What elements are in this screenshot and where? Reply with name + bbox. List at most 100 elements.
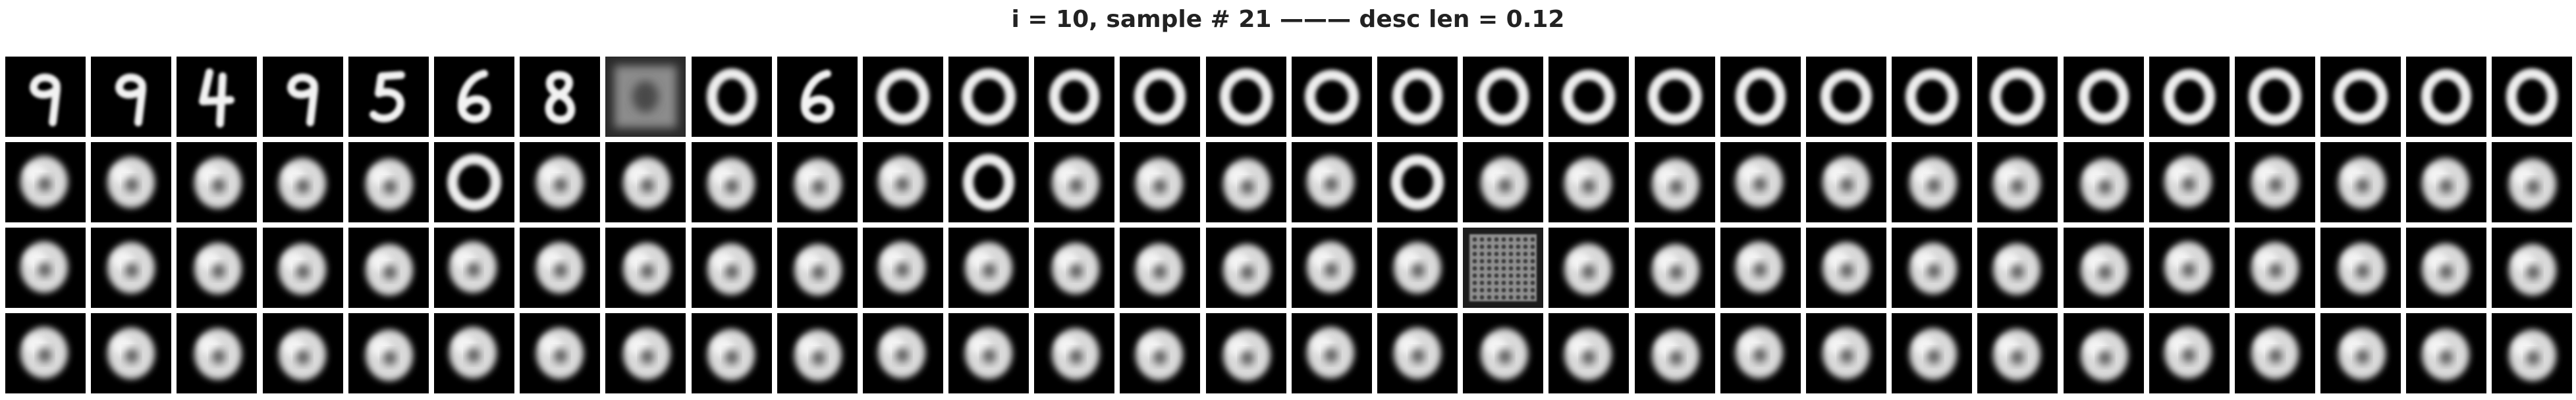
thumbnail-image	[447, 154, 501, 211]
thumbnail-r3-c4	[262, 228, 343, 308]
thumbnail-image	[1136, 158, 1184, 209]
thumbnail-image	[800, 70, 834, 123]
thumbnail-r4-c23	[1892, 313, 1973, 393]
thumbnail-r1-c7	[520, 57, 601, 137]
thumbnail-image	[1052, 243, 1100, 294]
thumbnail-image	[707, 329, 755, 380]
thumbnail-r1-c26	[2149, 57, 2230, 137]
thumbnail-image	[2251, 157, 2299, 208]
thumbnail-image	[1735, 241, 1783, 293]
thumbnail-image	[794, 159, 842, 210]
thumbnail-r3-c13	[1034, 228, 1115, 308]
thumbnail-r4-c18	[1463, 313, 1544, 393]
thumbnail-image	[623, 157, 671, 209]
thumbnail-r1-c10	[777, 57, 858, 137]
thumbnail-image	[1564, 243, 1612, 295]
thumbnail-image	[278, 243, 326, 295]
thumbnail-image	[2422, 243, 2470, 295]
thumbnail-r3-c10	[777, 228, 858, 308]
thumbnail-image	[707, 158, 755, 209]
thumbnail-image	[1222, 244, 1271, 295]
thumbnail-image	[1564, 158, 1612, 209]
thumbnail-image	[2506, 68, 2558, 125]
thumbnail-r1-c21	[1720, 57, 1801, 137]
thumbnail-image	[1647, 69, 1702, 124]
thumbnail-image	[707, 243, 755, 295]
thumbnail-r3-c1	[5, 228, 86, 308]
thumbnail-image	[1394, 242, 1441, 293]
thumbnail-image	[449, 327, 497, 378]
thumbnail-r3-c8	[605, 228, 686, 308]
thumbnail-image	[365, 159, 413, 210]
thumbnail-image	[2164, 241, 2212, 293]
thumbnail-r2-c14	[1120, 142, 1201, 222]
thumbnail-image	[965, 242, 1013, 293]
thumbnail-image	[1481, 157, 1529, 209]
thumbnail-r2-c2	[91, 142, 172, 222]
thumbnail-image	[107, 157, 155, 208]
thumbnail-r2-c15	[1205, 142, 1286, 222]
thumbnail-r1-c28	[2320, 57, 2401, 137]
thumbnail-r1-c12	[948, 57, 1029, 137]
thumbnail-r2-c5	[348, 142, 429, 222]
thumbnail-r3-c14	[1120, 228, 1201, 308]
thumbnail-r2-c9	[691, 142, 772, 222]
thumbnail-image	[2251, 328, 2299, 379]
thumbnail-r4-c2	[91, 313, 172, 393]
thumbnail-r2-c4	[262, 142, 343, 222]
thumbnail-r2-c28	[2320, 142, 2401, 222]
thumbnail-image	[2248, 68, 2301, 125]
thumbnail-r3-c3	[177, 228, 258, 308]
thumbnail-image	[1306, 241, 1354, 293]
thumbnail-r1-c15	[1205, 57, 1286, 137]
thumbnail-r1-c5	[348, 57, 429, 137]
thumbnail-image	[2338, 157, 2386, 209]
thumbnail-image	[536, 157, 584, 208]
thumbnail-r4-c4	[262, 313, 343, 393]
thumbnail-image	[449, 241, 497, 293]
thumbnail-r3-c29	[2406, 228, 2487, 308]
thumbnail-r2-c1	[5, 142, 86, 222]
thumbnail-r1-c17	[1377, 57, 1458, 137]
thumbnail-r1-c13	[1034, 57, 1115, 137]
thumbnail-image	[2080, 244, 2128, 295]
thumbnail-image	[2164, 156, 2212, 207]
thumbnail-r2-c10	[777, 142, 858, 222]
thumbnail-r2-c19	[1548, 142, 1630, 222]
thumbnail-r1-c6	[433, 57, 514, 137]
thumbnail-r3-c28	[2320, 228, 2401, 308]
thumbnail-image	[365, 330, 413, 381]
thumbnail-r3-c2	[91, 228, 172, 308]
thumbnail-image	[1822, 242, 1870, 293]
thumbnail-r3-c18	[1463, 228, 1544, 308]
thumbnail-r2-c11	[862, 142, 943, 222]
thumbnail-image	[2334, 70, 2388, 124]
thumbnail-r4-c19	[1548, 313, 1630, 393]
thumbnail-image	[1306, 327, 1354, 378]
thumbnail-r1-c25	[2063, 57, 2144, 137]
thumbnail-image	[1052, 328, 1100, 380]
thumbnail-r2-c27	[2234, 142, 2315, 222]
thumbnail-image	[2251, 242, 2299, 293]
thumbnail-r2-c26	[2149, 142, 2230, 222]
thumbnail-image	[365, 244, 413, 295]
thumbnail-image	[1822, 328, 1870, 379]
thumbnail-r4-c9	[691, 313, 772, 393]
thumbnail-r2-c3	[177, 142, 258, 222]
thumbnail-r3-c16	[1291, 228, 1372, 308]
thumbnail-image	[536, 242, 584, 293]
thumbnail-r4-c24	[1977, 313, 2058, 393]
thumbnail-r1-c29	[2406, 57, 2487, 137]
thumbnail-r3-c23	[1892, 228, 1973, 308]
thumbnail-r1-c30	[2492, 57, 2573, 137]
thumbnail-image	[877, 327, 925, 378]
thumbnail-image	[194, 243, 242, 294]
thumbnail-image	[2509, 159, 2557, 210]
thumbnail-r3-c15	[1205, 228, 1286, 308]
thumbnail-image	[1909, 328, 1958, 380]
thumbnail-r3-c22	[1805, 228, 1886, 308]
thumbnail-image	[1822, 157, 1870, 208]
thumbnail-image	[20, 156, 68, 207]
thumbnail-r2-c13	[1034, 142, 1115, 222]
thumbnail-image	[369, 71, 405, 122]
